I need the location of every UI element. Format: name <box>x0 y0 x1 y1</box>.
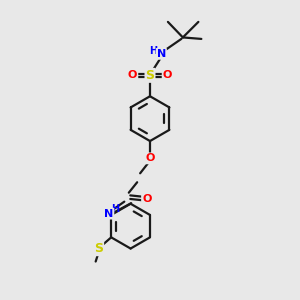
Text: S: S <box>146 69 154 82</box>
Text: N: N <box>157 49 166 59</box>
Text: H: H <box>111 204 119 214</box>
Text: O: O <box>145 153 155 164</box>
Text: H: H <box>149 46 157 56</box>
Text: O: O <box>128 70 137 80</box>
Text: S: S <box>94 242 103 255</box>
Text: N: N <box>104 208 113 219</box>
Text: O: O <box>142 194 152 204</box>
Text: O: O <box>163 70 172 80</box>
